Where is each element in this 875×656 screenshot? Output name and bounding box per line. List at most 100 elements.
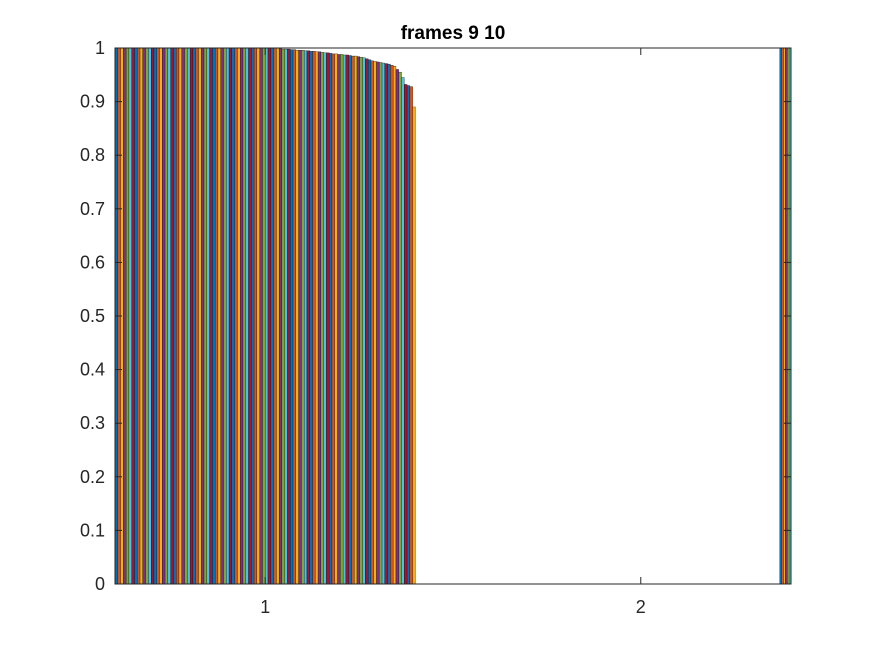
- bar: [270, 47, 274, 585]
- bar: [131, 47, 135, 585]
- bar: [164, 47, 169, 585]
- bar: [331, 53, 335, 585]
- bar: [142, 47, 146, 585]
- y-tick-label: 0.1: [80, 520, 105, 540]
- bar: [173, 47, 177, 585]
- bar: [170, 47, 174, 585]
- bar: [298, 49, 302, 585]
- bar: [159, 47, 163, 585]
- bar: [290, 49, 294, 585]
- bar: [231, 47, 235, 585]
- bar: [317, 51, 322, 585]
- bar: [181, 47, 185, 585]
- bar: [212, 47, 216, 585]
- y-tick-label: 0.6: [80, 252, 105, 272]
- bar: [395, 69, 399, 585]
- y-tick-label: 0.4: [80, 360, 105, 380]
- bar: [189, 47, 194, 585]
- bar: [256, 47, 260, 585]
- bar: [334, 53, 338, 585]
- y-tick-label: 0.3: [80, 413, 105, 433]
- y-tick-label: 1: [95, 38, 105, 58]
- bar: [278, 47, 283, 585]
- bar: [134, 47, 138, 585]
- bar: [390, 65, 394, 585]
- bar: [376, 61, 380, 585]
- y-tick-label: 0.9: [80, 92, 105, 112]
- bar: [262, 47, 266, 585]
- bar: [779, 47, 782, 585]
- bar: [259, 47, 263, 585]
- bar: [348, 55, 352, 585]
- bar: [384, 63, 388, 585]
- bar: [379, 62, 383, 585]
- bar: [184, 47, 188, 585]
- bar: [195, 47, 199, 585]
- bar: [201, 47, 205, 585]
- bar: [123, 47, 127, 585]
- bar: [267, 47, 271, 585]
- bar: [156, 47, 160, 585]
- bar: [284, 48, 288, 585]
- bar: [337, 54, 341, 585]
- bar: [312, 51, 316, 585]
- bar: [326, 52, 330, 585]
- bar: [214, 47, 219, 585]
- bar: [409, 86, 413, 585]
- bar: [404, 84, 408, 585]
- bar: [356, 56, 360, 585]
- bar: [162, 47, 166, 585]
- bar: [220, 47, 224, 585]
- bar: [198, 47, 202, 585]
- bar: [167, 47, 171, 585]
- bar: [373, 61, 377, 585]
- bar: [245, 47, 249, 585]
- bar: [276, 47, 280, 585]
- bar: [265, 47, 269, 585]
- bar: [340, 54, 344, 585]
- bar: [365, 58, 369, 585]
- bar: [329, 53, 333, 585]
- bar: [240, 47, 244, 585]
- x-tick-label: 1: [260, 597, 270, 617]
- bar: [145, 47, 149, 585]
- bar: [315, 51, 319, 585]
- bar: [125, 47, 130, 585]
- bar: [323, 52, 327, 585]
- y-tick-label: 0.7: [80, 199, 105, 219]
- bar: [273, 47, 277, 585]
- bar: [192, 47, 196, 585]
- bar: [406, 85, 411, 585]
- bar: [226, 47, 230, 585]
- x-tick-label: 2: [636, 597, 646, 617]
- bar: [354, 55, 358, 585]
- bar: [393, 66, 397, 585]
- bar: [320, 52, 324, 585]
- chart-title: frames 9 10: [401, 23, 506, 44]
- bar: [306, 50, 310, 585]
- bar: [309, 51, 313, 585]
- bar: [295, 49, 299, 585]
- bar: [203, 47, 207, 585]
- bar: [367, 59, 372, 585]
- y-tick-label: 0.5: [80, 306, 105, 326]
- bar: [381, 62, 385, 585]
- bar: [217, 47, 221, 585]
- ticks-layer: 0 0.1 0.2 0.3 0.4 0.5 0.6 0.7 0.8 0.9 1 1 2: [80, 38, 791, 617]
- bar: [128, 47, 132, 585]
- bar: [228, 47, 232, 585]
- bar: [242, 47, 246, 585]
- bar: [176, 47, 180, 585]
- bar: [209, 47, 213, 585]
- bar: [148, 47, 152, 585]
- bar: [237, 47, 241, 585]
- bar: [223, 47, 227, 585]
- bar: [398, 71, 402, 585]
- bar: [292, 49, 296, 585]
- bar: [370, 60, 374, 585]
- bar: [281, 48, 285, 585]
- bar: [137, 47, 141, 585]
- y-tick-label: 0.8: [80, 145, 105, 165]
- bar: [359, 56, 363, 585]
